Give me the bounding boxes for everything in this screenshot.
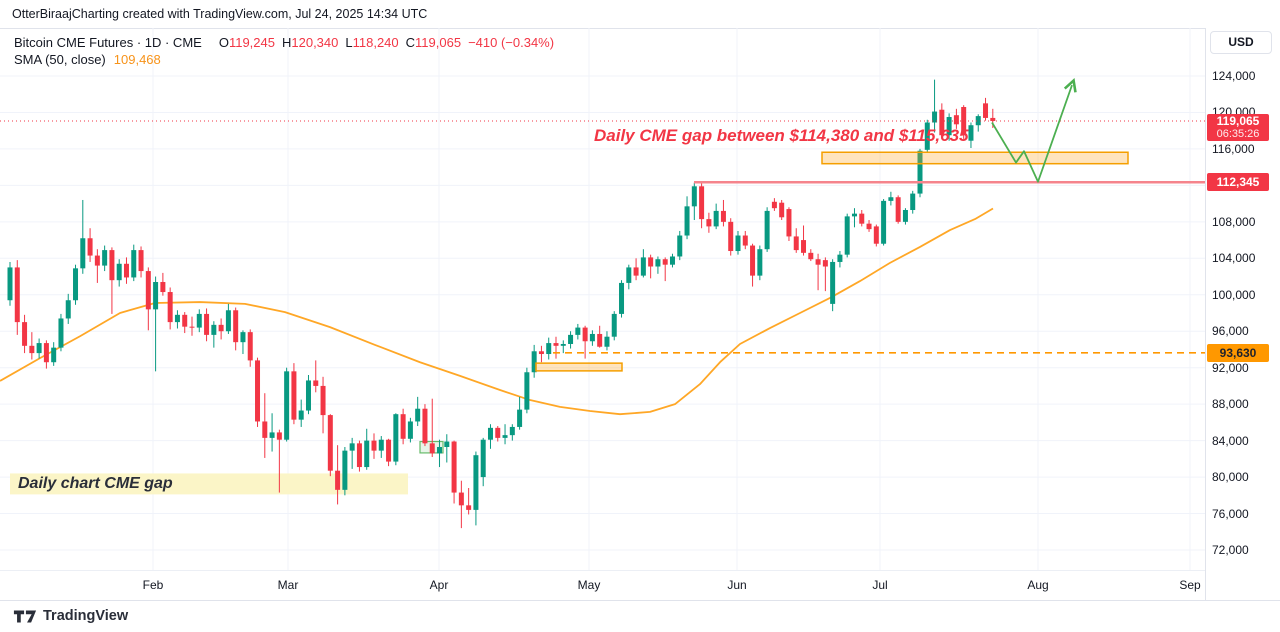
last-price-badge: 119,065 06:35:26 (1207, 113, 1269, 141)
last-price-value: 119,065 (1216, 113, 1260, 128)
candlesticks (7, 79, 996, 529)
tradingview-logo-link[interactable]: TradingView (13, 608, 128, 624)
time-axis-label-mar: Mar (277, 578, 299, 592)
close-value: 119,065 (415, 35, 462, 50)
legend-sma-row: SMA (50, close) 109,468 (14, 51, 554, 68)
time-axis-label-aug: Aug (1027, 578, 1049, 592)
header-bar: OtterBiraajCharting created with Trading… (0, 0, 1280, 29)
cme-gap-annotation[interactable]: Daily CME gap between $114,380 and $115,… (594, 126, 969, 145)
open-label: O (218, 35, 229, 50)
low-label: L (345, 35, 353, 50)
tradingview-logo-icon (13, 610, 37, 622)
currency-button[interactable]: USD (1210, 31, 1272, 54)
price-tick-label: 76,000 (1212, 506, 1249, 521)
time-axis-label-jun: Jun (727, 578, 747, 592)
tradingview-brand-text: TradingView (43, 608, 129, 624)
price-tick-label: 80,000 (1212, 470, 1249, 485)
price-chart-canvas[interactable] (0, 28, 1205, 570)
chart-legend: Bitcoin CME Futures · 1D · CME O119,245 H1… (14, 34, 554, 68)
sma-50-line (0, 207, 994, 416)
time-axis-label-sep: Sep (1179, 578, 1201, 592)
close-label: C (405, 35, 416, 50)
resistance-price-badge: 112,345 (1207, 173, 1269, 192)
gap-level-badge: 93,630 (1207, 343, 1269, 362)
price-tick-label: 96,000 (1212, 324, 1249, 339)
attribution-text: OtterBiraajCharting created with Trading… (12, 7, 428, 21)
price-tick-label: 124,000 (1212, 69, 1256, 83)
high-label: H (281, 35, 292, 50)
symbol-title[interactable]: Bitcoin CME Futures · 1D · CME (14, 35, 202, 50)
price-tick-label: 88,000 (1212, 397, 1249, 412)
price-tick-label: 108,000 (1212, 214, 1256, 229)
open-value: 119,245 (228, 35, 275, 50)
high-value: 120,340 (291, 35, 339, 50)
price-tick-label: 72,000 (1212, 543, 1249, 557)
price-axis[interactable]: USD 124,000120,000116,000112,000108,0001… (1205, 28, 1280, 600)
time-axis-label-may: May (577, 578, 601, 592)
sma-value: 109,468 (113, 52, 161, 67)
time-axis-label-feb: Feb (142, 578, 164, 592)
footer-bar: TradingView (0, 600, 1280, 632)
bar-countdown: 06:35:26 (1216, 127, 1260, 140)
price-tick-label: 84,000 (1212, 433, 1249, 448)
price-tick-label: 100,000 (1212, 287, 1256, 302)
daily-cme-gap-annotation[interactable]: Daily chart CME gap (18, 475, 173, 492)
legend-symbol-row: Bitcoin CME Futures · 1D · CME O119,245 H1… (14, 34, 554, 51)
time-axis-label-apr: Apr (429, 578, 449, 592)
change-value: −410 (−0.34%) (468, 35, 555, 50)
time-axis[interactable]: Feb Mar Apr May Jun Jul Aug Sep (0, 570, 1205, 601)
price-tick-label: 104,000 (1212, 251, 1256, 266)
drawings-front (0, 77, 1205, 372)
price-tick-label: 116,000 (1212, 141, 1255, 156)
time-axis-label-jul: Jul (872, 578, 888, 592)
price-tick-label: 92,000 (1212, 360, 1249, 375)
low-value: 118,240 (352, 35, 399, 50)
sma-label[interactable]: SMA (50, close) (14, 52, 106, 67)
